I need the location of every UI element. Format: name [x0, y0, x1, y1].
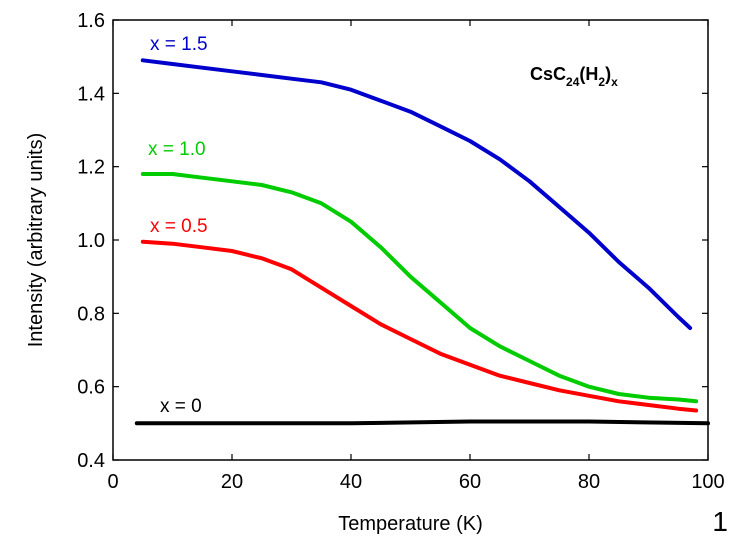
- y-tick-label: 0.6: [77, 377, 105, 399]
- y-tick-label: 1.4: [77, 83, 105, 105]
- formula-sub-24: 24: [566, 75, 580, 89]
- formula-base: CsC: [530, 64, 566, 84]
- series-label: x = 0.5: [150, 216, 208, 237]
- series-line: [140, 172, 699, 404]
- y-tick-label: 1.2: [77, 157, 105, 179]
- x-tick-label: 60: [459, 471, 481, 493]
- y-tick-label: 0.8: [77, 303, 105, 325]
- series-label: x = 1.0: [148, 139, 206, 160]
- x-tick-label: 0: [107, 471, 118, 493]
- series-line: [140, 58, 693, 330]
- series-lines: [134, 58, 710, 426]
- series-label: x = 0: [160, 396, 202, 417]
- formula-mid: (H: [579, 64, 598, 84]
- x-tick-label: 100: [691, 471, 724, 493]
- series-line: [134, 419, 710, 426]
- series-labels: x = 1.5 x = 1.0 x = 0.5 x = 0: [148, 34, 208, 417]
- formula-sub-2: 2: [598, 75, 605, 89]
- page-number: 1: [712, 506, 728, 537]
- series-line: [140, 239, 699, 413]
- y-tick-label: 0.4: [77, 450, 105, 472]
- formula-sub-x: x: [611, 75, 618, 89]
- chart-annotation-formula: CsC24(H2)x: [530, 64, 618, 89]
- x-tick-label: 80: [578, 471, 600, 493]
- y-tick-label: 1.0: [77, 230, 105, 252]
- x-tick-label: 40: [340, 471, 362, 493]
- formula-close: ): [605, 64, 611, 84]
- axis-ticks: 0 20 40 60 80 100 0.4 0.6 0.8 1.0 1.2 1.4 1.6: [77, 10, 725, 493]
- y-tick-label: 1.6: [77, 10, 105, 32]
- x-tick-label: 20: [221, 471, 243, 493]
- x-axis-title: Temperature (K): [338, 513, 483, 535]
- series-label: x = 1.5: [150, 34, 208, 55]
- y-axis-title: Intensity (arbitrary units): [25, 133, 47, 348]
